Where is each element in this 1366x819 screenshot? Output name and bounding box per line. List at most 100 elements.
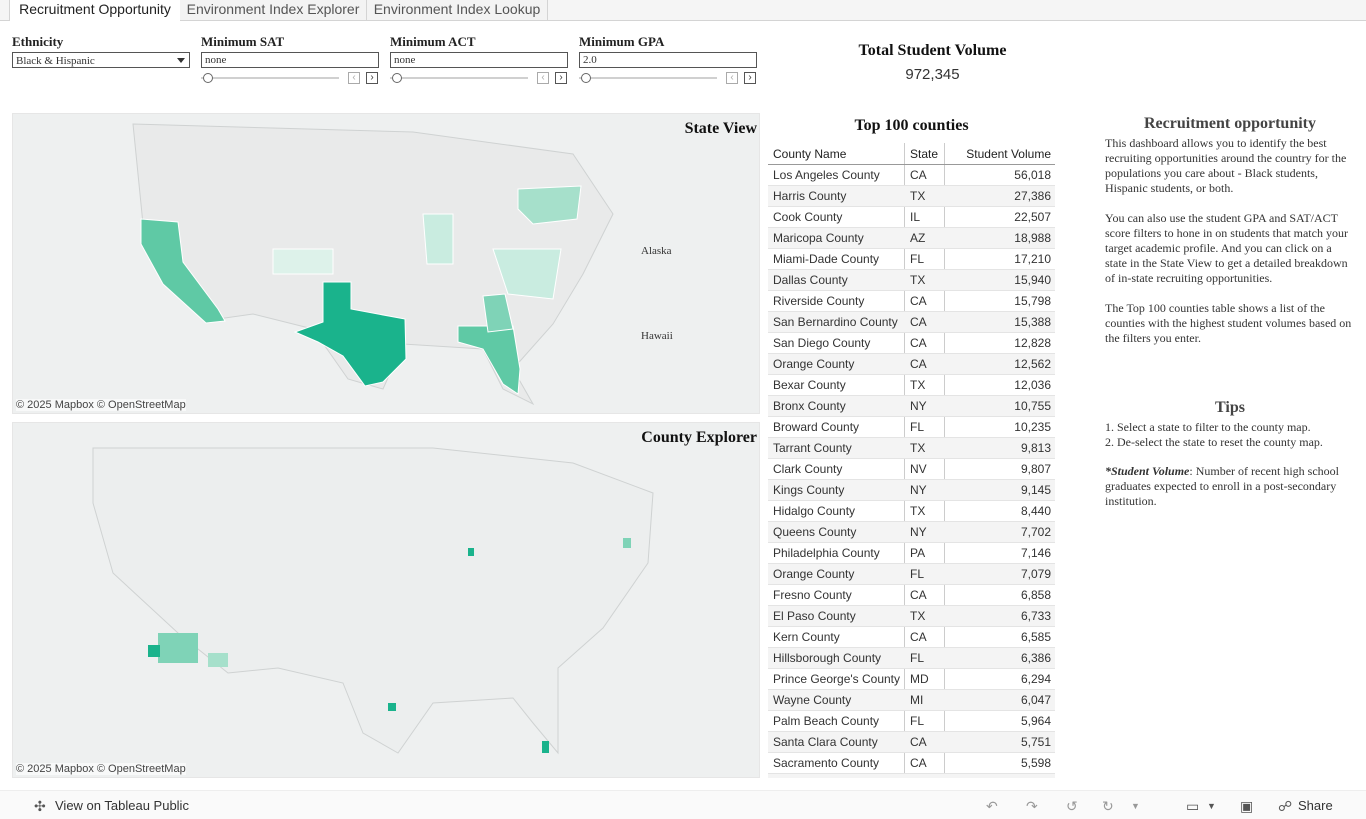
refresh-icon[interactable]: ↻ (1102, 798, 1114, 814)
county-maricopa[interactable] (208, 653, 228, 667)
table-row[interactable]: Wayne County MI 6,047 (768, 690, 1055, 711)
county-name-cell: Philadelphia County (773, 546, 880, 560)
table-row[interactable]: Santa Clara County CA 5,751 (768, 732, 1055, 753)
slider-handle[interactable] (581, 73, 591, 83)
state-cell: IL (910, 210, 921, 224)
ethnicity-dropdown[interactable]: Black & Hispanic (12, 52, 190, 68)
chevron-down-icon[interactable]: ▼ (1207, 801, 1216, 811)
state-texas[interactable] (293, 281, 407, 387)
state-illinois[interactable] (422, 213, 454, 265)
state-carolinas[interactable] (492, 248, 562, 300)
min-gpa-input[interactable]: 2.0 (579, 52, 757, 68)
note-term: *Student Volume (1105, 464, 1190, 478)
table-row[interactable]: Shelby County TN 5,092 (768, 774, 1055, 778)
top-counties-table[interactable]: County Name State Student Volume Los Ang… (768, 143, 1055, 778)
header-state[interactable]: State (910, 147, 939, 161)
table-row[interactable]: Palm Beach County FL 5,964 (768, 711, 1055, 732)
step-forward-icon[interactable]: › (555, 72, 567, 84)
county-explorer-map[interactable]: County Explorer © 2025 Mapbox © OpenStre… (12, 422, 760, 778)
header-county-name[interactable]: County Name (773, 147, 847, 161)
table-row[interactable]: Sacramento County CA 5,598 (768, 753, 1055, 774)
table-row[interactable]: Hillsborough County FL 6,386 (768, 648, 1055, 669)
table-row[interactable]: Broward County FL 10,235 (768, 417, 1055, 438)
state-map-canvas[interactable] (13, 114, 760, 414)
county-miami-dade[interactable] (542, 741, 549, 753)
tips-title: Tips (1215, 399, 1245, 416)
table-row[interactable]: Bronx County NY 10,755 (768, 396, 1055, 417)
state-california[interactable] (140, 218, 226, 324)
step-back-icon[interactable]: ‹ (348, 72, 360, 84)
state-cell: CA (910, 588, 927, 602)
min-act-slider[interactable] (390, 73, 528, 83)
county-name-cell: Hidalgo County (773, 504, 856, 518)
redo-icon[interactable]: ↷ (1026, 798, 1038, 814)
state-cell: NY (910, 399, 927, 413)
table-row[interactable]: Philadelphia County PA 7,146 (768, 543, 1055, 564)
undo-icon[interactable]: ↶ (986, 798, 998, 814)
step-back-icon[interactable]: ‹ (537, 72, 549, 84)
table-row[interactable]: Dallas County TX 15,940 (768, 270, 1055, 291)
county-name-cell: Kern County (773, 630, 840, 644)
step-forward-icon[interactable]: › (744, 72, 756, 84)
county-nyc[interactable] (623, 538, 631, 548)
share-button[interactable]: Share (1298, 798, 1333, 813)
county-name-cell: San Bernardino County (773, 315, 898, 329)
state-new-mexico[interactable] (272, 248, 334, 275)
student-volume-cell: 6,858 (1020, 588, 1051, 602)
table-row[interactable]: Kings County NY 9,145 (768, 480, 1055, 501)
table-row[interactable]: Queens County NY 7,702 (768, 522, 1055, 543)
county-cook[interactable] (468, 548, 474, 556)
table-row[interactable]: San Diego County CA 12,828 (768, 333, 1055, 354)
table-row[interactable]: Cook County IL 22,507 (768, 207, 1055, 228)
slider-handle[interactable] (203, 73, 213, 83)
share-icon[interactable]: ☍ (1278, 798, 1293, 814)
table-row[interactable]: Orange County FL 7,079 (768, 564, 1055, 585)
table-row[interactable]: Los Angeles County CA 56,018 (768, 165, 1055, 186)
min-sat-slider[interactable] (201, 73, 339, 83)
table-row[interactable]: Miami-Dade County FL 17,210 (768, 249, 1055, 270)
student-volume-cell: 27,386 (1014, 189, 1051, 203)
county-map-canvas[interactable] (13, 423, 760, 778)
table-row[interactable]: Harris County TX 27,386 (768, 186, 1055, 207)
map-credit[interactable]: © 2025 Mapbox © OpenStreetMap (16, 399, 186, 411)
chevron-down-icon[interactable]: ▼ (1131, 801, 1140, 811)
step-back-icon[interactable]: ‹ (726, 72, 738, 84)
table-row[interactable]: El Paso County TX 6,733 (768, 606, 1055, 627)
table-row[interactable]: Prince George's County MD 6,294 (768, 669, 1055, 690)
min-act-input[interactable]: none (390, 52, 568, 68)
table-row[interactable]: Tarrant County TX 9,813 (768, 438, 1055, 459)
table-row[interactable]: Bexar County TX 12,036 (768, 375, 1055, 396)
step-forward-icon[interactable]: › (366, 72, 378, 84)
state-view-map[interactable]: State View Alaska Hawaii © 2025 Mapbox ©… (12, 113, 760, 414)
table-row[interactable]: Fresno County CA 6,858 (768, 585, 1055, 606)
state-florida[interactable] (457, 325, 521, 395)
download-icon[interactable]: ▭ (1186, 798, 1200, 814)
view-on-tableau-link[interactable]: View on Tableau Public (55, 798, 189, 813)
student-volume-cell: 9,807 (1020, 462, 1051, 476)
county-harris[interactable] (388, 703, 396, 711)
revert-icon[interactable]: ↺ (1066, 798, 1078, 814)
state-cell: CA (910, 630, 927, 644)
min-sat-input[interactable]: none (201, 52, 379, 68)
county-los-angeles[interactable] (148, 645, 160, 657)
table-row[interactable]: Maricopa County AZ 18,988 (768, 228, 1055, 249)
student-volume-cell: 15,798 (1014, 294, 1051, 308)
student-volume-cell: 6,585 (1020, 630, 1051, 644)
table-row[interactable]: Kern County CA 6,585 (768, 627, 1055, 648)
state-georgia[interactable] (482, 293, 514, 333)
table-row[interactable]: Clark County NV 9,807 (768, 459, 1055, 480)
tab-environment-index-explorer[interactable]: Environment Index Explorer (180, 0, 367, 20)
county-san-bernardino[interactable] (158, 633, 198, 663)
tab-environment-index-lookup[interactable]: Environment Index Lookup (367, 0, 548, 20)
table-row[interactable]: Orange County CA 12,562 (768, 354, 1055, 375)
fullscreen-icon[interactable]: ▣ (1240, 798, 1254, 814)
tab-recruitment-opportunity[interactable]: Recruitment Opportunity (9, 0, 181, 21)
table-row[interactable]: San Bernardino County CA 15,388 (768, 312, 1055, 333)
slider-handle[interactable] (392, 73, 402, 83)
table-row[interactable]: Riverside County CA 15,798 (768, 291, 1055, 312)
state-new-york[interactable] (517, 185, 582, 225)
map-credit[interactable]: © 2025 Mapbox © OpenStreetMap (16, 763, 186, 775)
table-row[interactable]: Hidalgo County TX 8,440 (768, 501, 1055, 522)
header-student-volume[interactable]: Student Volume (966, 147, 1051, 161)
min-gpa-slider[interactable] (579, 73, 717, 83)
